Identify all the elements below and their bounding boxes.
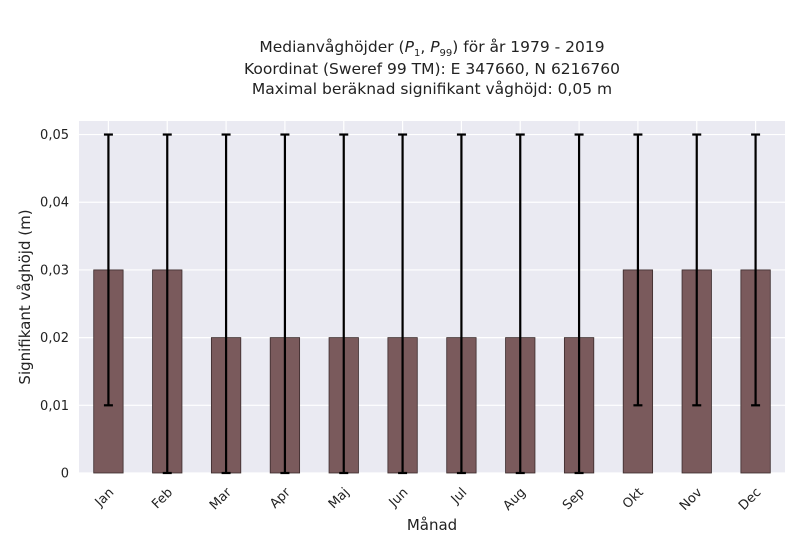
y-tick-label: 0,03: [40, 263, 69, 278]
x-tick-label: Mar: [207, 485, 235, 513]
x-tick-label: Jul: [448, 485, 470, 507]
x-axis-label: Månad: [407, 516, 457, 534]
error-bars: [103, 133, 761, 475]
x-tick-label: Dec: [736, 485, 764, 513]
x-tick-label: Okt: [620, 485, 647, 512]
x-tick-label: Maj: [326, 485, 353, 512]
x-tick-label: Sep: [560, 485, 588, 513]
title-line-3: Maximal beräknad signifikant våghöjd: 0,…: [252, 80, 612, 98]
plot-area: [79, 121, 785, 473]
y-tick-label: 0,05: [40, 128, 69, 143]
y-axis-label: Signifikant våghöjd (m): [16, 209, 34, 384]
y-tick-label: 0,01: [40, 399, 69, 414]
chart-title: Medianvåghöjder (P1, P99) för år 1979 - …: [244, 38, 620, 98]
y-tick-labels: 0 0,01 0,02 0,03 0,04 0,05: [40, 128, 69, 481]
x-tick-label: Nov: [677, 485, 706, 514]
title-line-1: Medianvåghöjder (P1, P99) för år 1979 - …: [259, 38, 604, 59]
y-tick-label: 0,04: [40, 196, 69, 211]
x-tick-label: Aug: [501, 485, 530, 514]
x-tick-label: Feb: [149, 485, 176, 512]
x-tick-label: Jan: [92, 485, 117, 510]
x-tick-label: Jun: [386, 485, 412, 511]
y-tick-label: 0: [61, 467, 69, 482]
x-tick-labels: Jan Feb Mar Apr Maj Jun Jul Aug Sep Okt Nov Dec: [92, 485, 765, 514]
x-tick-label: Apr: [267, 485, 294, 512]
title-line-2: Koordinat (Sweref 99 TM): E 347660, N 62…: [244, 60, 620, 78]
y-tick-label: 0,02: [40, 331, 69, 346]
